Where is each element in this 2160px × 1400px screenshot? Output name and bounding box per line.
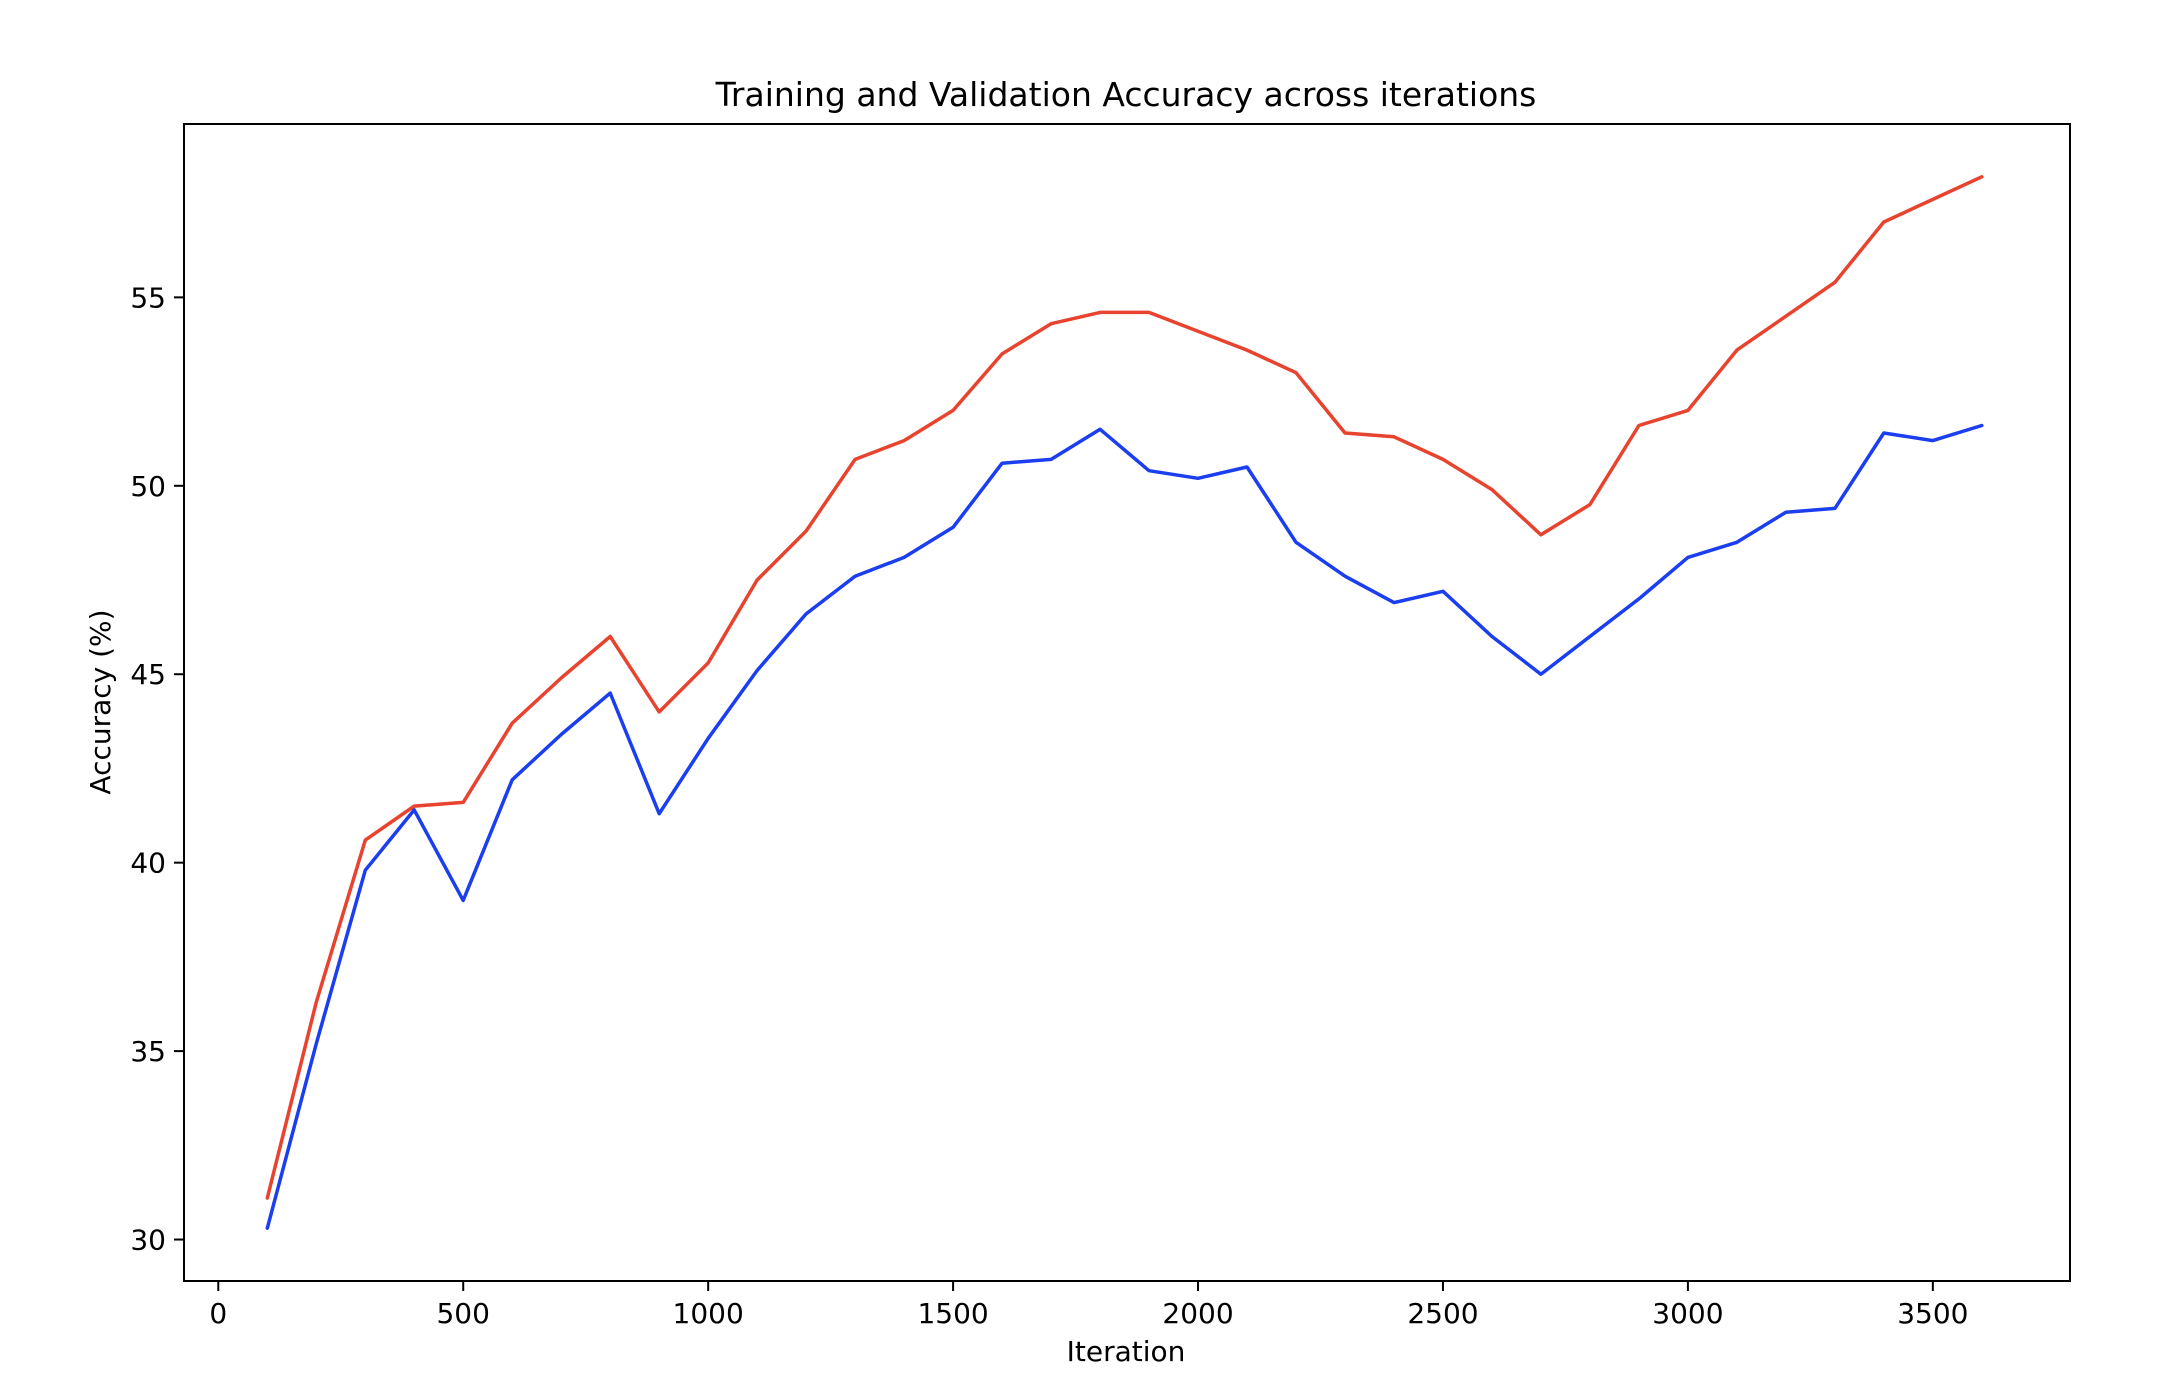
y-axis: 30 35 40 45 50 55 <box>130 281 184 1257</box>
series-layer <box>265 175 1984 1230</box>
series-line-2 <box>265 423 1984 1230</box>
y-tick-label: 40 <box>130 847 166 880</box>
x-axis-label: Iteration <box>1067 1335 1186 1368</box>
y-tick-label: 55 <box>130 281 166 314</box>
y-tick-label: 35 <box>130 1035 166 1068</box>
x-tick-label: 3000 <box>1652 1297 1723 1330</box>
x-tick-label: 1500 <box>917 1297 988 1330</box>
x-tick-label: 2500 <box>1407 1297 1478 1330</box>
y-tick-label: 30 <box>130 1224 166 1257</box>
y-axis-label: Accuracy (%) <box>84 609 117 794</box>
x-tick-label: 3500 <box>1897 1297 1968 1330</box>
x-tick-label: 1000 <box>673 1297 744 1330</box>
x-tick-label: 0 <box>209 1297 227 1330</box>
x-tick-label: 2000 <box>1162 1297 1233 1330</box>
chart-title: Training and Validation Accuracy across … <box>715 75 1537 114</box>
x-axis: 0 500 1000 1500 2000 2500 3000 3500 <box>209 1281 1968 1330</box>
y-tick-label: 50 <box>130 470 166 503</box>
y-tick-label: 45 <box>130 658 166 691</box>
plot-area-frame <box>183 123 2071 1282</box>
series-line-1 <box>265 175 1984 1200</box>
x-tick-label: 500 <box>436 1297 489 1330</box>
